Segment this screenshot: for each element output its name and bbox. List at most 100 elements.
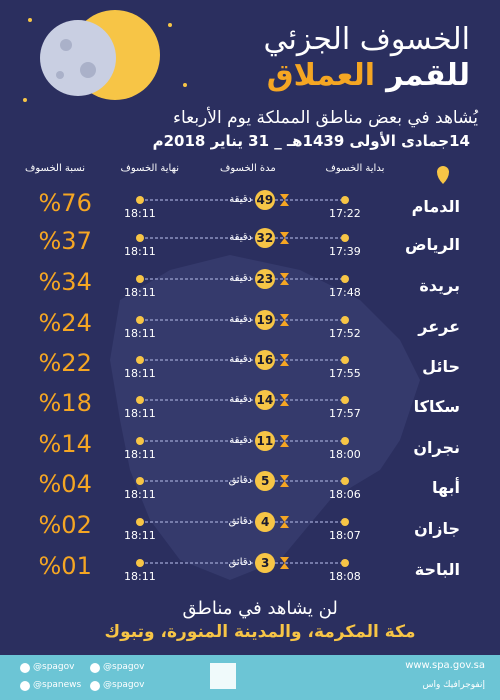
star	[183, 83, 187, 87]
hourglass	[280, 314, 289, 326]
end-time: 18:11	[124, 245, 156, 258]
duration-unit: دقيقة	[229, 354, 252, 365]
start-dot	[341, 234, 349, 242]
city: الباحة	[414, 560, 460, 579]
date: 14جمادى الأولى 1439هـ _ 31 يناير 2018م	[152, 132, 470, 150]
start-dot	[341, 356, 349, 364]
crater	[56, 71, 64, 79]
social-handle: @spagov	[103, 662, 145, 672]
column-header: مدة الخسوف	[220, 163, 276, 174]
duration-value: 32	[256, 231, 274, 245]
footer-note: لن يشاهد في مناطق	[182, 598, 338, 619]
logo	[210, 663, 236, 689]
star	[23, 98, 27, 102]
start-time: 18:07	[329, 529, 361, 542]
start-dot	[341, 316, 349, 324]
website: www.spa.gov.sa	[405, 660, 485, 671]
start-dot	[341, 477, 349, 485]
end-dot	[136, 275, 144, 283]
duration-badge	[255, 553, 275, 573]
percentage: %14	[38, 430, 92, 458]
hourglass	[280, 435, 289, 447]
duration-badge	[255, 431, 275, 451]
duration-value: 5	[261, 474, 270, 488]
crater	[80, 62, 96, 78]
percentage: %22	[38, 349, 92, 377]
duration-badge	[255, 190, 275, 210]
duration-value: 3	[261, 556, 270, 570]
map-silhouette	[110, 255, 420, 580]
column-header: نهاية الخسوف	[120, 163, 180, 174]
start-time: 18:06	[329, 488, 361, 501]
social-handle: @spanews	[33, 680, 82, 690]
duration-unit: دقيقة	[229, 232, 252, 243]
duration-value: 16	[256, 353, 274, 367]
start-dot	[341, 559, 349, 567]
social-icon	[20, 663, 30, 673]
city: نجران	[413, 438, 460, 457]
moon	[40, 20, 116, 96]
hourglass	[280, 557, 289, 569]
end-time: 18:11	[124, 286, 156, 299]
duration-unit: دقائق	[228, 516, 252, 527]
duration-badge	[255, 390, 275, 410]
start-time: 18:08	[329, 570, 361, 583]
end-time: 18:11	[124, 407, 156, 420]
duration-value: 11	[256, 434, 274, 448]
end-dot	[136, 316, 144, 324]
social-icon	[20, 681, 30, 691]
end-dot	[136, 559, 144, 567]
city: الرياض	[405, 235, 460, 254]
title-line: للقمر	[386, 58, 470, 93]
end-time: 18:11	[124, 367, 156, 380]
duration-badge	[255, 512, 275, 532]
credit: إنفوجرافيك واس	[422, 680, 485, 690]
duration-badge	[255, 471, 275, 491]
duration-value: 4	[261, 515, 270, 529]
end-time: 18:11	[124, 327, 156, 340]
footer-regions: مكة المكرمة، والمدينة المنورة، وتبوك	[104, 622, 416, 642]
percentage: %34	[38, 268, 92, 296]
percentage: %24	[38, 309, 92, 337]
duration-badge	[255, 269, 275, 289]
duration-badge	[255, 350, 275, 370]
duration-value: 14	[256, 393, 274, 407]
subtitle: يُشاهد في بعض مناطق المملكة يوم الأربعاء	[172, 108, 478, 128]
column-header: نسبة الخسوف	[25, 163, 85, 174]
city: عرعر	[418, 317, 460, 336]
duration-value: 23	[256, 272, 274, 286]
percentage: %18	[38, 389, 92, 417]
end-time: 18:11	[124, 207, 156, 220]
start-dot	[341, 518, 349, 526]
hourglass	[280, 516, 289, 528]
end-dot	[136, 477, 144, 485]
start-time: 17:52	[329, 327, 361, 340]
social-handle: @spagov	[33, 662, 75, 672]
duration-badge	[255, 228, 275, 248]
location-pin	[437, 166, 449, 184]
column-header: بداية الخسوف	[325, 163, 385, 174]
duration-unit: دقيقة	[229, 194, 252, 205]
hourglass	[280, 394, 289, 406]
end-dot	[136, 356, 144, 364]
percentage: %01	[38, 552, 92, 580]
hourglass	[280, 194, 289, 206]
percentage: %04	[38, 470, 92, 498]
start-dot	[341, 196, 349, 204]
duration-unit: دقيقة	[229, 435, 252, 446]
percentage: %37	[38, 227, 92, 255]
duration-unit: دقائق	[228, 475, 252, 486]
hourglass	[280, 232, 289, 244]
start-time: 17:39	[329, 245, 361, 258]
start-dot	[341, 437, 349, 445]
title-highlight: العملاق	[266, 58, 375, 93]
hourglass	[280, 354, 289, 366]
start-dot	[341, 396, 349, 404]
social-icon	[90, 663, 100, 673]
social-handle: @spagov	[103, 680, 145, 690]
city: حائل	[422, 357, 460, 376]
end-time: 18:11	[124, 448, 156, 461]
title-line: الخسوف الجزئي	[263, 22, 470, 57]
